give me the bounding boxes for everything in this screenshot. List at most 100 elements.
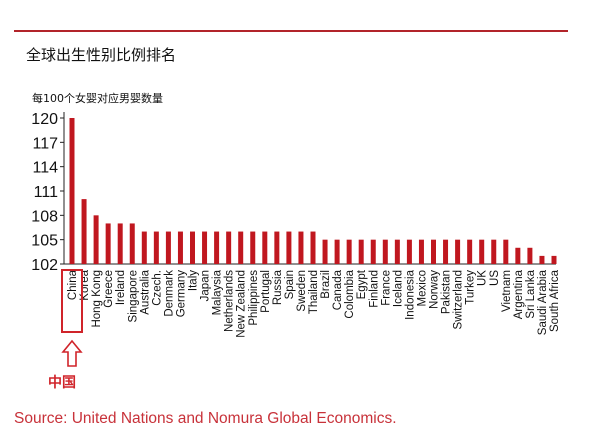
x-tick-label: Denmark (163, 270, 175, 317)
bar-portugal (262, 231, 268, 264)
x-tick-label: Thailand (308, 270, 320, 314)
y-tick-label: 102 (31, 257, 58, 274)
y-axis: 102 105 108 111 114 117 120 (31, 111, 556, 274)
x-tick-label: China (67, 269, 79, 300)
x-tick-label: Egypt (356, 269, 368, 299)
x-tick-label: Malaysia (212, 269, 224, 315)
bar-egypt (358, 239, 364, 264)
x-tick-label: Germany (175, 270, 187, 318)
x-axis-labels: China Korea Hong Kong Greece Ireland Singapor… (67, 269, 561, 338)
bar-mexico (418, 239, 424, 264)
y-tick-label: 117 (32, 135, 58, 152)
bar-canada (334, 239, 340, 264)
bar-czech- (153, 231, 159, 264)
bar-south-africa (551, 255, 557, 264)
x-tick-label: Spain (284, 270, 296, 299)
bar-korea (81, 199, 87, 264)
y-tick-label: 111 (34, 184, 58, 201)
x-tick-label: Canada (332, 269, 344, 310)
x-tick-label: Philippines (248, 270, 260, 326)
x-tick-label: Vietnam (501, 270, 513, 312)
x-tick-label: Greece (103, 270, 115, 308)
bar-malaysia (214, 231, 220, 264)
bar-uk (479, 239, 485, 264)
x-tick-label: Switzerland (453, 270, 465, 329)
bar-japan (202, 231, 208, 264)
x-tick-label: Norway (429, 270, 441, 309)
bar-denmark (165, 231, 171, 264)
china-callout (61, 269, 83, 367)
x-tick-label: Hong Kong (91, 270, 103, 328)
bar-colombia (346, 239, 352, 264)
y-tick-label: 108 (31, 208, 58, 225)
bars (69, 118, 557, 264)
bar-russia (274, 231, 280, 264)
bar-pakistan (443, 239, 449, 264)
x-tick-label: US (489, 270, 501, 286)
x-tick-label: UK (477, 270, 489, 286)
bar-china (69, 118, 75, 264)
bar-italy (190, 231, 195, 264)
x-tick-label: Iceland (392, 270, 404, 307)
bar-vietnam (503, 239, 509, 264)
bar-sri-lanka (527, 247, 533, 264)
bar-spain (286, 231, 292, 264)
x-tick-label: Brazil (320, 270, 332, 299)
x-tick-label: Colombia (344, 269, 356, 318)
x-tick-label: New Zealand (236, 270, 248, 338)
x-tick-label: Russia (272, 269, 284, 305)
x-tick-label: South Africa (549, 269, 561, 332)
bar-france (382, 239, 388, 264)
bar-norway (431, 239, 436, 264)
y-axis-label: 每100个女婴对应男婴数量 (32, 92, 163, 105)
x-tick-label: Singapore (127, 270, 139, 322)
bar-singapore (129, 223, 135, 264)
bar-netherlands (226, 231, 232, 264)
bar-hong-kong (93, 215, 99, 264)
x-tick-label: Sweden (296, 270, 308, 312)
chart-title: 全球出生性别比例排名 (26, 46, 177, 64)
bar-new-zealand (238, 231, 244, 264)
x-tick-label: Sri Lanka (525, 269, 537, 318)
china-highlight-box (61, 269, 83, 333)
bar-ireland (117, 223, 123, 264)
bar-australia (141, 231, 147, 264)
x-tick-label: Saudi Arabia (537, 269, 549, 335)
china-callout-label: 中国 (48, 375, 76, 391)
x-tick-label: Korea (79, 269, 91, 300)
x-tick-label: Portugal (260, 270, 272, 313)
x-tick-label: Netherlands (224, 270, 236, 332)
y-tick-label: 114 (32, 160, 58, 177)
x-tick-label: Indonesia (404, 269, 416, 319)
source-note: Source: United Nations and Nomura Global… (14, 410, 397, 427)
x-tick-label: Australia (139, 269, 151, 314)
x-tick-label: France (380, 270, 392, 306)
x-tick-label: Argentina (513, 269, 525, 319)
bar-us (491, 239, 497, 264)
x-tick-label: Czech. (151, 270, 163, 306)
x-tick-label: Pakistan (441, 270, 453, 314)
bar-greece (105, 223, 111, 264)
y-tick-label: 120 (31, 111, 58, 128)
bar-argentina (515, 247, 521, 264)
x-tick-label: Ireland (115, 270, 127, 305)
bar-switzerland (455, 239, 461, 264)
up-arrow-icon (61, 339, 83, 367)
bar-sweden (298, 231, 304, 264)
bar-indonesia (406, 239, 412, 264)
bar-saudi-arabia (539, 255, 545, 264)
x-tick-label: Finland (368, 270, 380, 308)
x-tick-label: Japan (200, 270, 212, 301)
x-tick-label: Turkey (465, 270, 477, 305)
bar-philippines (250, 231, 256, 264)
x-tick-label: Mexico (416, 270, 428, 306)
bar-turkey (467, 239, 473, 264)
bar-germany (177, 231, 183, 264)
x-tick-label: Italy (188, 270, 200, 291)
bar-finland (370, 239, 376, 264)
bar-brazil (322, 239, 328, 264)
bar-iceland (394, 239, 400, 264)
y-tick-label: 105 (31, 233, 58, 250)
bar-thailand (310, 231, 316, 264)
